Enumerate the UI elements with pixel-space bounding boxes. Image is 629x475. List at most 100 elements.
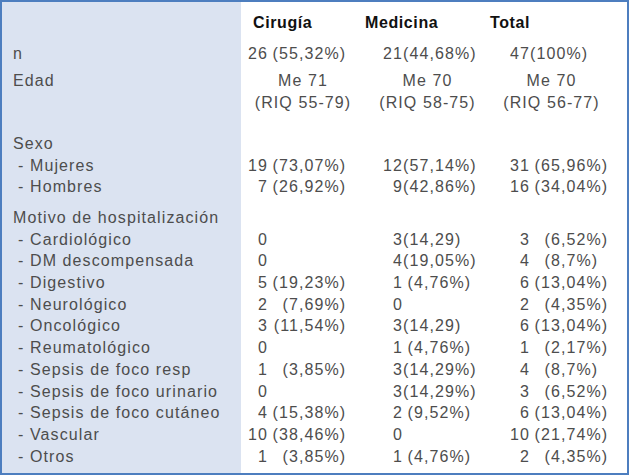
table-cell: 2(4,35%) [490,294,627,316]
percent-int-part: (9 [403,402,424,424]
percent-value: (8,7%) [530,250,627,272]
table-cell: 6(13,04%) [490,272,627,294]
percent-value: (34,04%) [530,176,627,198]
percent-value: (55,32%) [268,43,365,65]
count-value: 1 [365,446,403,468]
row-label: - Hombres [2,176,241,198]
count-value: 19 [241,155,268,177]
percent-value: (21,74%) [530,424,627,446]
count-value: 3 [365,359,403,381]
count-value: 4 [490,359,530,381]
table-cell: 6(13,04%) [490,402,627,424]
table-cell: 3(14,29) [365,229,490,251]
column-header-cirugia: Cirugía [241,12,365,34]
table-cell: 0 [241,229,365,251]
table-body: n26(55,32%)21(44,68%)47(100%)EdadMe 71(R… [2,43,627,468]
table-row: - Oncológico3(11,54%)3(14,29)6(13,04%) [2,315,627,337]
count-value: 2 [365,402,403,424]
table-row: - Digestivo5(19,23%)1(4,76%)6(13,04%) [2,272,627,294]
table-cell [365,207,490,229]
table-row: EdadMe 71(RIQ 55-79)Me 70(RIQ 58-75)Me 7… [2,70,627,113]
table-cell: 4(8,7%) [490,359,627,381]
percent-int-part: (4 [403,272,424,294]
percent-frac-part: ,29%) [429,359,495,381]
summary-table: Cirugía Medicina Total n26(55,32%)21(44,… [0,0,629,475]
percent-value: (11,54%) [268,315,365,337]
percent-value: (19,23%) [268,272,365,294]
percent-int-part: (14 [403,381,429,403]
percent-frac-part: ,35%) [561,294,627,316]
row-label: - Sepsis de foco resp [2,359,241,381]
row-label: - Otros [2,446,241,468]
count-value: 16 [490,176,530,198]
table-cell: 31(65,96%) [490,155,627,177]
table-cell: 7(26,92%) [241,176,365,198]
percent-frac-part: ,17%) [561,337,627,359]
percent-value: (3,85%) [268,359,365,381]
cell-line: (RIQ 58-75) [365,92,490,114]
table-row: - Sepsis de foco cutáneo4(15,38%)2(9,52%… [2,402,627,424]
row-label: - Mujeres [2,155,241,177]
column-header-total: Total [490,12,627,34]
percent-int-part: (34 [530,176,561,198]
row-label: n [2,43,241,65]
table-cell: 1(3,85%) [241,359,365,381]
count-value: 2 [241,294,268,316]
count-value: 5 [241,272,268,294]
table-cell: 4(19,05%) [365,250,490,272]
table-cell: Me 71(RIQ 55-79) [241,70,365,113]
table-cell: 3(14,29) [365,315,490,337]
percent-int-part: (11 [268,315,299,337]
percent-int-part: (42 [403,176,429,198]
table-cell [490,207,627,229]
table-row: - Sepsis de foco resp1(3,85%)3(14,29%)4(… [2,359,627,381]
percent-int-part: (14 [403,315,429,337]
percent-frac-part: ,76%) [424,272,490,294]
table-cell: 1(3,85%) [241,446,365,468]
table-row: - Neurológico2(7,69%)02(4,35%) [2,294,627,316]
percent-value: (9,52%) [403,402,490,424]
table-cell: 0 [365,424,490,446]
table-cell: 1(4,76%) [365,272,490,294]
table-cell: 4(8,7%) [490,250,627,272]
count-value: 3 [241,315,268,337]
percent-value: (13,04%) [530,402,627,424]
percent-frac-part: ,29%) [429,381,495,403]
percent-value: (3,85%) [268,446,365,468]
percent-value: (19,05%) [403,250,495,272]
row-label: - Cardiológico [2,229,241,251]
cell-line: Me 71 [241,70,365,92]
percent-int-part: (13 [530,402,561,424]
percent-value: (38,46%) [268,424,365,446]
percent-frac-part: ,54%) [299,315,365,337]
table-row: - Sepsis de foco urinario03(14,29%)3(6,5… [2,381,627,403]
table-row: - Hombres7(26,92%)9(42,86%)16(34,04%) [2,176,627,198]
count-value: 2 [490,446,530,468]
count-value: 0 [241,337,268,359]
percent-value: (14,29%) [403,359,495,381]
table-cell: 3(6,52%) [490,229,627,251]
percent-frac-part: ,46%) [299,424,365,446]
percent-frac-part: ,35%) [561,446,627,468]
row-label: Motivo de hospitalización [2,207,241,229]
count-value: 21 [365,43,403,65]
count-value: 3 [365,229,403,251]
percent-int-part: (4 [530,294,561,316]
count-value: 1 [490,337,530,359]
percent-int-part: (3 [268,446,299,468]
column-header-medicina: Medicina [365,12,490,34]
percent-frac-part [588,43,629,65]
percent-value: (14,29%) [403,381,495,403]
row-label: - Sepsis de foco urinario [2,381,241,403]
percent-frac-part: ,52%) [561,229,627,251]
percent-value: (100%) [530,43,629,65]
table-cell [241,207,365,229]
percent-int-part: (44 [403,43,429,65]
percent-value: (65,96%) [530,155,627,177]
table-cell: Me 70(RIQ 56-77) [490,70,627,113]
percent-frac-part: ,96%) [561,155,627,177]
count-value: 26 [241,43,268,65]
percent-frac-part: ,04%) [561,176,627,198]
percent-frac-part: ,92%) [299,176,365,198]
percent-frac-part: ,85%) [299,446,365,468]
